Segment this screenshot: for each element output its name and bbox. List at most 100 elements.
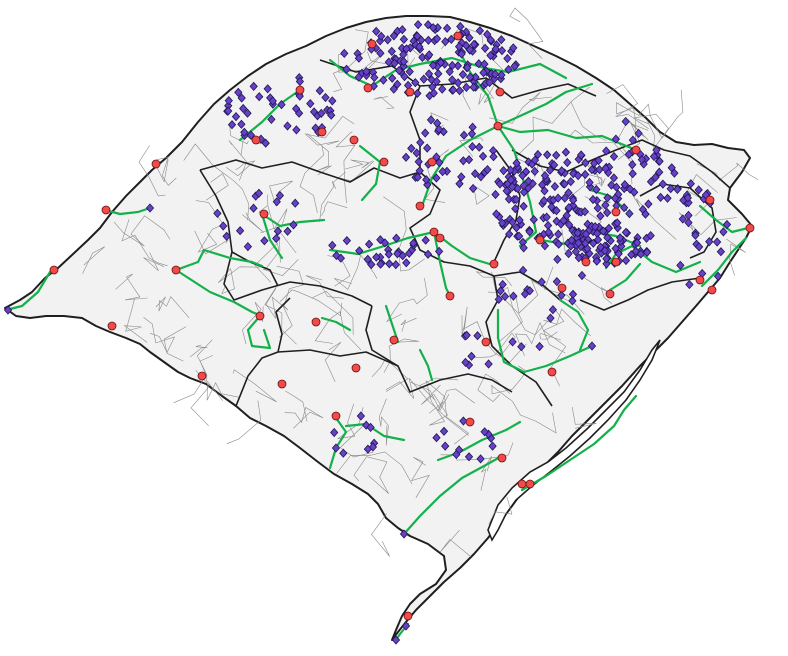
site-marker[interactable]: [530, 155, 540, 165]
site-marker[interactable]: [268, 96, 277, 106]
site-marker[interactable]: [564, 188, 573, 198]
site-marker[interactable]: [602, 259, 611, 269]
site-marker[interactable]: [393, 249, 402, 259]
site-marker[interactable]: [421, 235, 430, 245]
city-marker[interactable]: [745, 223, 755, 233]
site-marker[interactable]: [457, 49, 466, 59]
site-marker[interactable]: [476, 454, 485, 464]
site-marker[interactable]: [552, 206, 561, 216]
site-marker[interactable]: [634, 128, 643, 138]
city-marker[interactable]: [363, 83, 373, 93]
site-marker[interactable]: [490, 69, 500, 79]
city-marker[interactable]: [49, 265, 59, 275]
site-marker[interactable]: [620, 180, 629, 190]
site-marker[interactable]: [537, 277, 546, 287]
site-marker[interactable]: [260, 236, 269, 246]
site-marker[interactable]: [475, 26, 485, 36]
site-marker[interactable]: [509, 43, 518, 53]
site-marker[interactable]: [577, 270, 587, 281]
city-marker[interactable]: [493, 121, 503, 131]
site-marker[interactable]: [686, 179, 695, 189]
site-marker[interactable]: [432, 173, 441, 183]
site-marker[interactable]: [237, 119, 246, 129]
site-marker[interactable]: [432, 433, 441, 443]
site-marker[interactable]: [222, 231, 231, 241]
city-marker[interactable]: [547, 367, 557, 377]
site-marker[interactable]: [502, 186, 511, 196]
site-marker[interactable]: [610, 193, 620, 203]
city-marker[interactable]: [427, 157, 437, 167]
site-marker[interactable]: [277, 100, 286, 110]
site-marker[interactable]: [571, 247, 581, 257]
site-marker[interactable]: [469, 39, 479, 49]
city-marker[interactable]: [557, 283, 567, 293]
site-marker[interactable]: [646, 231, 655, 241]
site-marker[interactable]: [613, 218, 622, 228]
site-marker[interactable]: [628, 135, 638, 145]
site-marker[interactable]: [363, 254, 372, 264]
site-marker[interactable]: [471, 72, 480, 82]
site-marker[interactable]: [464, 452, 474, 462]
site-marker[interactable]: [263, 84, 272, 94]
site-marker[interactable]: [504, 64, 513, 75]
site-marker[interactable]: [428, 60, 438, 70]
site-marker[interactable]: [656, 192, 665, 202]
site-marker[interactable]: [254, 188, 264, 198]
site-marker[interactable]: [327, 110, 336, 120]
city-marker[interactable]: [705, 195, 715, 205]
site-marker[interactable]: [354, 53, 364, 63]
site-marker[interactable]: [540, 186, 549, 196]
site-marker[interactable]: [491, 44, 500, 54]
site-marker[interactable]: [415, 166, 424, 176]
site-marker[interactable]: [554, 229, 563, 239]
site-marker[interactable]: [491, 189, 500, 200]
site-marker[interactable]: [511, 204, 520, 214]
city-marker[interactable]: [101, 205, 111, 215]
site-marker[interactable]: [267, 114, 276, 124]
site-marker[interactable]: [295, 76, 305, 87]
city-marker[interactable]: [259, 209, 269, 219]
site-marker[interactable]: [581, 238, 590, 248]
site-marker[interactable]: [543, 150, 552, 160]
site-marker[interactable]: [489, 152, 498, 162]
site-marker[interactable]: [453, 78, 463, 88]
site-marker[interactable]: [227, 120, 237, 130]
city-marker[interactable]: [605, 289, 615, 299]
site-marker[interactable]: [535, 341, 544, 352]
site-marker[interactable]: [479, 68, 488, 78]
city-marker[interactable]: [525, 479, 535, 489]
site-marker[interactable]: [517, 342, 526, 352]
site-marker[interactable]: [484, 359, 493, 369]
site-marker[interactable]: [596, 242, 605, 252]
site-marker[interactable]: [476, 172, 486, 182]
site-marker[interactable]: [716, 247, 726, 257]
site-marker[interactable]: [515, 215, 524, 225]
site-marker[interactable]: [391, 260, 400, 270]
site-marker[interactable]: [685, 279, 694, 290]
site-marker[interactable]: [589, 158, 599, 168]
site-marker[interactable]: [557, 290, 566, 300]
site-marker[interactable]: [564, 249, 573, 259]
site-marker[interactable]: [273, 226, 283, 236]
site-marker[interactable]: [548, 305, 558, 315]
site-marker[interactable]: [234, 87, 243, 97]
site-marker[interactable]: [596, 211, 605, 221]
site-marker[interactable]: [574, 238, 583, 248]
site-marker[interactable]: [508, 217, 517, 227]
site-marker[interactable]: [658, 179, 668, 189]
site-marker[interactable]: [651, 172, 660, 182]
site-marker[interactable]: [667, 163, 676, 173]
city-marker[interactable]: [611, 207, 621, 217]
site-marker[interactable]: [644, 199, 653, 209]
site-marker[interactable]: [519, 181, 528, 191]
site-marker[interactable]: [580, 207, 590, 217]
site-marker[interactable]: [355, 246, 364, 256]
site-marker[interactable]: [497, 70, 506, 80]
site-marker[interactable]: [448, 75, 457, 85]
site-marker[interactable]: [448, 60, 457, 71]
site-marker[interactable]: [483, 165, 492, 175]
site-marker[interactable]: [413, 172, 422, 182]
site-marker[interactable]: [544, 227, 553, 237]
site-marker[interactable]: [574, 253, 583, 263]
site-marker[interactable]: [398, 25, 407, 35]
